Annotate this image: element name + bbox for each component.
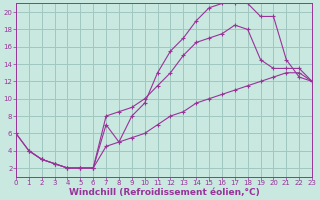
X-axis label: Windchill (Refroidissement éolien,°C): Windchill (Refroidissement éolien,°C)	[69, 188, 260, 197]
